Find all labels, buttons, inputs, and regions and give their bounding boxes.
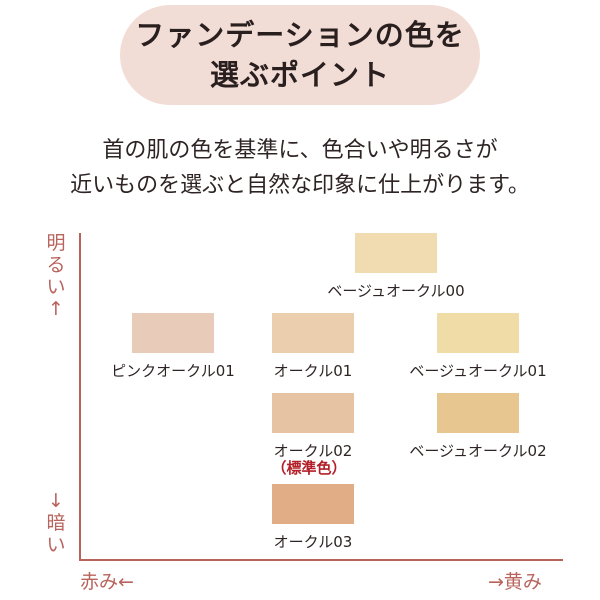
char: い (46, 276, 66, 298)
standard-color-note: （標準色） (271, 459, 347, 477)
shade-label: ベージュオークル01 (409, 362, 547, 380)
y-axis (79, 233, 81, 561)
char: る (46, 254, 66, 276)
shade-swatch (272, 393, 354, 433)
title-line-2: 選ぶポイント (209, 58, 390, 92)
subtitle-line-1: 首の肌の色を基準に、色合いや明るさが (102, 138, 498, 163)
shade-swatch (132, 313, 214, 353)
up-arrow-icon: ↑ (48, 298, 64, 320)
subtitle-line-2: 近いものを選ぶと自然な印象に仕上がります。 (70, 173, 530, 198)
shade-swatch (272, 313, 354, 353)
char: 明 (46, 232, 66, 254)
x-axis (79, 559, 563, 561)
shade-label: ピンクオークル01 (111, 362, 235, 380)
shade-swatch (272, 484, 354, 524)
shade-swatch (437, 313, 519, 353)
title-line-1: ファンデーションの色を (135, 18, 465, 52)
y-axis-dark-label: ↓ 暗 い (44, 490, 68, 556)
shade-label: ベージュオークル00 (327, 282, 465, 300)
char: 暗 (46, 512, 66, 534)
shade-label: ベージュオークル02 (409, 442, 547, 460)
shade-swatch (437, 393, 519, 433)
title-banner: ファンデーションの色を 選ぶポイント (120, 5, 480, 105)
shade-label: オークル03 (273, 533, 353, 551)
y-axis-bright-label: 明 る い ↑ (44, 232, 68, 320)
shade-swatch (355, 233, 437, 273)
shade-label: オークル02 (273, 442, 353, 460)
x-axis-yellow-label: →黄み (488, 571, 542, 593)
x-axis-red-label: 赤み← (80, 571, 134, 593)
char: い (46, 534, 66, 556)
shade-label: オークル01 (273, 362, 353, 380)
down-arrow-icon: ↓ (48, 490, 64, 512)
